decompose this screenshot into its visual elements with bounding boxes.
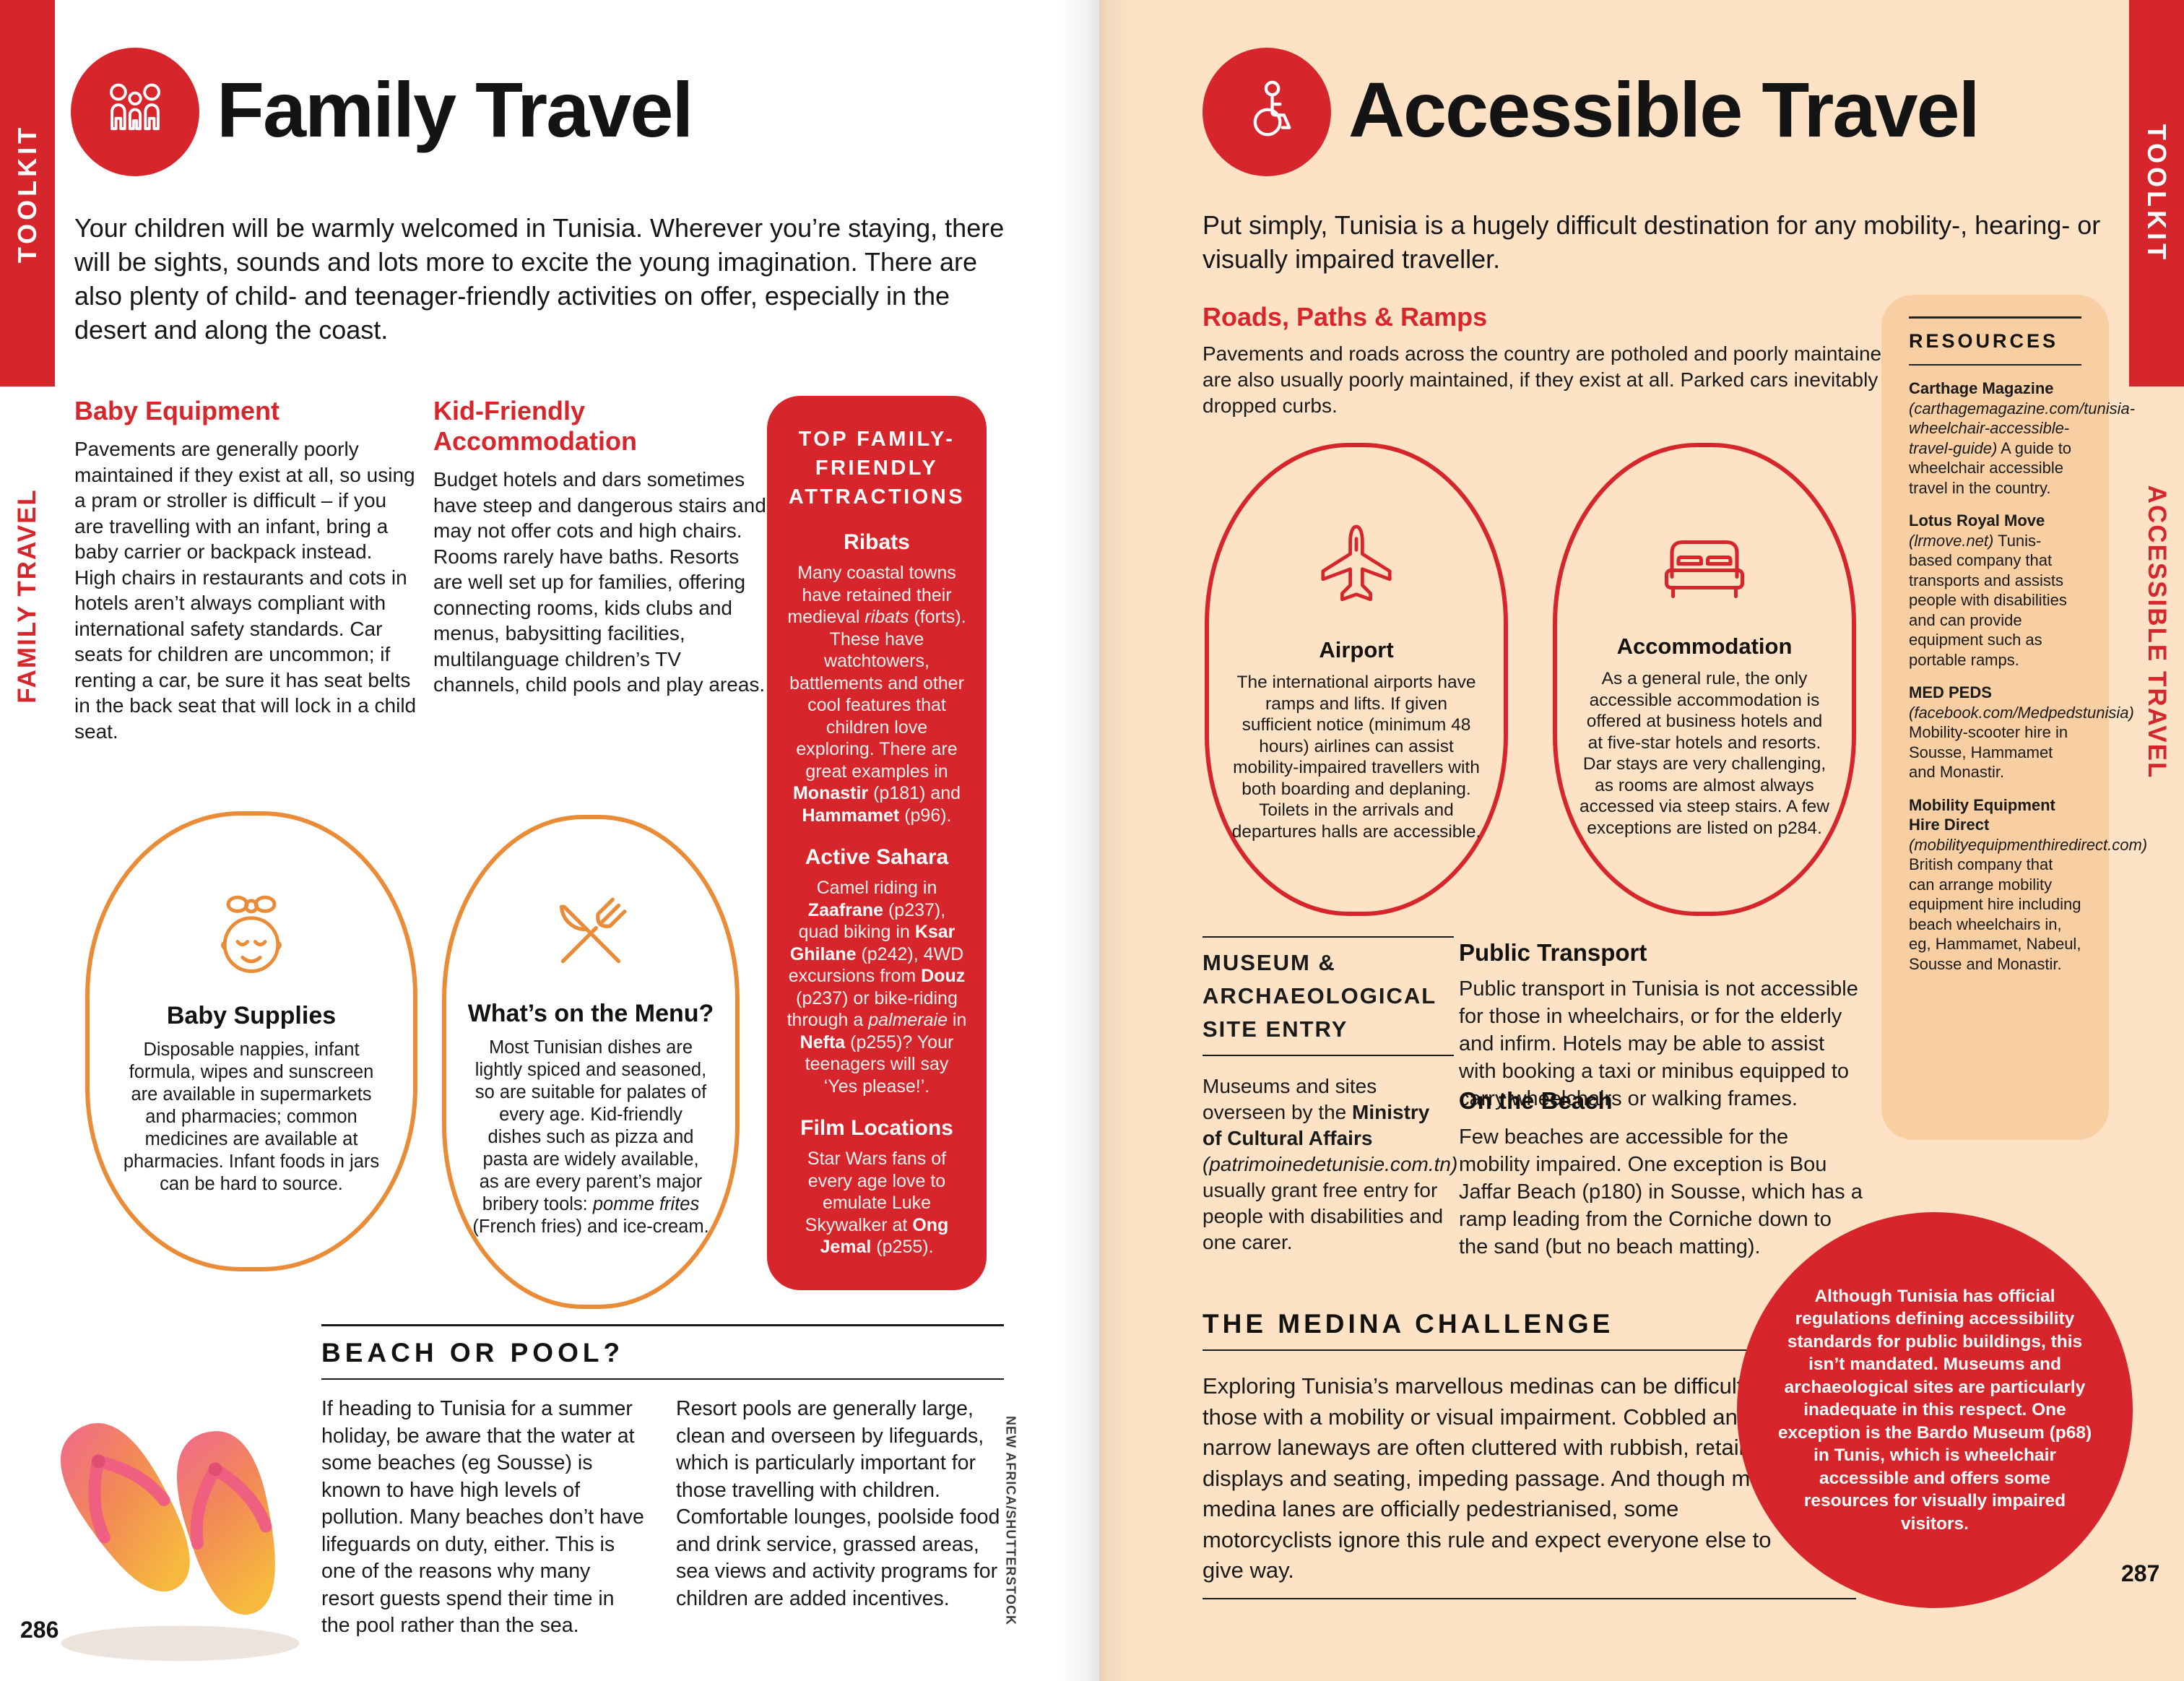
attraction-body: Many coastal towns have retained their m…: [787, 563, 966, 826]
baby-supplies-body: Disposable nappies, infant formula, wipe…: [123, 1040, 380, 1194]
bed-icon: [1650, 520, 1759, 618]
resources-heading: RESOURCES: [1909, 329, 2059, 352]
accessible-travel-tab: ACCESSIBLE TRAVEL: [2129, 401, 2184, 863]
beach-or-pool-heading: BEACH OR POOL?: [321, 1338, 625, 1367]
menu-title: What’s on the Menu?: [467, 999, 714, 1027]
museum-heading: MUSEUM & ARCHAEOLOGICAL SITE ENTRY: [1202, 950, 1436, 1042]
divider: [1202, 1349, 1856, 1351]
accessibility-note-circle: Although Tunisia has official regulation…: [1737, 1212, 2133, 1608]
page-title-family-travel: Family Travel: [217, 66, 693, 153]
wheelchair-icon: [1202, 48, 1331, 176]
section-baby-equipment: Baby Equipment Pavements are generally p…: [74, 396, 419, 744]
divider: [1202, 1055, 1454, 1056]
roads-body: Pavements and roads across the country a…: [1202, 342, 1968, 417]
toolkit-tab-label: TOOLKIT: [12, 124, 42, 263]
page-family-travel: TOOLKIT FAMILY TRAVEL Family Travel Your…: [0, 0, 1018, 1661]
toolkit-tab-left: TOOLKIT: [0, 0, 55, 386]
kid-friendly-body: Budget hotels and dars sometimes have st…: [433, 468, 766, 696]
attraction-body: Star Wars fans of every age love to emul…: [805, 1149, 949, 1257]
accessible-travel-tab-label: ACCESSIBLE TRAVEL: [2143, 485, 2171, 779]
page-number-right: 287: [2121, 1560, 2160, 1586]
medina-body: Exploring Tunisia’s marvellous medinas c…: [1202, 1373, 1780, 1583]
family-icon: [71, 48, 199, 176]
resource-item: Carthage Magazine (carthagemagazine.com/…: [1909, 379, 2136, 497]
beach-or-pool-col1: If heading to Tunisia for a summer holid…: [321, 1397, 644, 1637]
accommodation-title: Accommodation: [1616, 634, 1793, 659]
menu-body: Most Tunisian dishes are lightly spiced …: [472, 1037, 709, 1237]
beach-or-pool-col2: Resort pools are generally large, clean …: [676, 1397, 1000, 1610]
divider: [1202, 1598, 1856, 1599]
family-travel-intro: Your children will be warmly welcomed in…: [74, 213, 1005, 345]
baby-equipment-body: Pavements are generally poorly maintaine…: [74, 438, 417, 743]
divider: [1909, 316, 2081, 319]
baby-supplies-oval: Baby Supplies Disposable nappies, infant…: [85, 811, 417, 1271]
roads-heading: Roads, Paths & Ramps: [1202, 302, 1488, 332]
attractions-box-heading: TOP FAMILY-FRIENDLY ATTRACTIONS: [788, 428, 966, 509]
airport-title: Airport: [1319, 637, 1394, 662]
baby-equipment-heading: Baby Equipment: [74, 396, 280, 425]
attraction-title: Film Locations: [800, 1116, 953, 1140]
family-travel-tab-label: FAMILY TRAVEL: [13, 488, 41, 704]
section-museum-entry: MUSEUM & ARCHAEOLOGICAL SITE ENTRY Museu…: [1202, 936, 1458, 1256]
toolkit-tab-right: TOOLKIT: [2129, 0, 2184, 386]
accommodation-body: As a general rule, the only accessible a…: [1580, 669, 1829, 838]
section-on-the-beach: On the Beach Few beaches are accessible …: [1459, 1087, 1863, 1261]
beach-or-pool-section: BEACH OR POOL? If heading to Tunisia for…: [321, 1324, 1004, 1640]
medina-heading: THE MEDINA CHALLENGE: [1202, 1309, 1614, 1339]
on-the-beach-body: Few beaches are accessible for the mobil…: [1459, 1125, 1863, 1258]
page-accessible-travel: TOOLKIT ACCESSIBLE TRAVEL Accessible Tra…: [1099, 0, 2184, 1681]
attraction-title: Ribats: [844, 530, 910, 554]
accommodation-oval: Accommodation As a general rule, the onl…: [1553, 443, 1856, 916]
family-travel-tab: FAMILY TRAVEL: [0, 394, 55, 798]
section-kid-friendly-accommodation: Kid-Friendly Accommodation Budget hotels…: [433, 396, 767, 698]
section-roads-paths-ramps: Roads, Paths & Ramps Pavements and roads…: [1202, 302, 1997, 419]
accessible-travel-intro: Put simply, Tunisia is a hugely difficul…: [1202, 210, 2101, 274]
section-medina-challenge: THE MEDINA CHALLENGE Exploring Tunisia’s…: [1202, 1309, 1856, 1586]
public-transport-heading: Public Transport: [1459, 939, 1647, 966]
resources-sidebar: RESOURCES Carthage Magazine (carthagemag…: [1881, 295, 2148, 1140]
baby-icon: [197, 887, 306, 986]
page-title-accessible-travel: Accessible Travel: [1348, 66, 1980, 153]
attraction-body: Camel riding in Zaafrane (p237), quad bi…: [786, 878, 967, 1097]
resource-item: Lotus Royal Move (lrmove.net) Tunis-base…: [1909, 511, 2067, 669]
menu-oval: What’s on the Menu? Most Tunisian dishes…: [442, 815, 740, 1309]
baby-supplies-title: Baby Supplies: [166, 1002, 337, 1029]
museum-body: Museums and sites overseen by the Minist…: [1202, 1075, 1458, 1253]
divider: [321, 1378, 1004, 1380]
section-public-transport: Public Transport Public transport in Tun…: [1459, 939, 1863, 1112]
resource-item: MED PEDS (facebook.com/Medpedstunisia) M…: [1909, 683, 2134, 781]
public-transport-body: Public transport in Tunisia is not acces…: [1459, 977, 1858, 1110]
divider: [1909, 363, 2081, 366]
resource-item: Mobility Equipment Hire Direct (mobility…: [1909, 795, 2148, 973]
attraction-title: Active Sahara: [805, 845, 949, 869]
toolkit-tab-label: TOOLKIT: [2142, 124, 2172, 263]
photo-credit: NEW AFRICA/SHUTTERSTOCK: [1003, 1416, 1018, 1625]
divider: [1202, 936, 1454, 938]
airport-oval: Airport The international airports have …: [1205, 443, 1508, 916]
cutlery-icon: [540, 886, 641, 984]
accessibility-note-text: Although Tunisia has official regulation…: [1777, 1286, 2092, 1534]
top-attractions-box: TOP FAMILY-FRIENDLY ATTRACTIONS Ribats M…: [767, 396, 987, 1290]
on-the-beach-heading: On the Beach: [1459, 1087, 1613, 1114]
kid-friendly-heading: Kid-Friendly Accommodation: [433, 396, 638, 456]
airport-body: The international airports have ramps an…: [1231, 673, 1481, 842]
plane-icon: [1306, 517, 1407, 621]
divider: [321, 1324, 1004, 1326]
page-number-left: 286: [20, 1617, 59, 1643]
